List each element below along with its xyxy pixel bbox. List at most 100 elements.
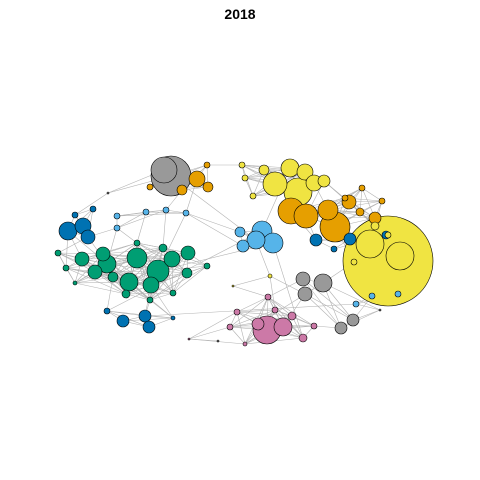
node-gray [378, 308, 382, 312]
node-pink [242, 341, 248, 347]
node-blue [309, 233, 323, 247]
edge [67, 230, 174, 319]
node-blue [71, 211, 79, 219]
edge [162, 209, 167, 249]
edge [81, 258, 127, 295]
node-blue [116, 314, 130, 328]
node-blue [89, 205, 97, 213]
node-green [119, 272, 139, 292]
node-yellow [385, 241, 415, 271]
nodes-layer [54, 155, 434, 347]
node-skyblue [234, 226, 246, 238]
node-yellow [231, 284, 235, 288]
edge [232, 285, 269, 298]
node-green [181, 267, 193, 279]
edge [116, 209, 167, 229]
node-blue [330, 245, 338, 253]
node-orange [146, 183, 154, 191]
edge [236, 311, 246, 345]
edge [340, 309, 381, 329]
node-green [74, 251, 90, 267]
edge [149, 252, 189, 301]
node-green [163, 250, 181, 268]
edge [136, 211, 147, 244]
node-green [107, 271, 119, 283]
node-green [169, 289, 177, 297]
edge [236, 309, 276, 313]
plot-title: 2018 [224, 6, 256, 22]
edge [165, 209, 187, 214]
edge [188, 338, 219, 342]
node-yellow [267, 273, 273, 279]
node-blue [142, 320, 156, 334]
node-blue [80, 229, 96, 245]
node-green [72, 280, 78, 286]
node-gray [313, 273, 333, 293]
edge [241, 164, 254, 197]
edge [304, 293, 354, 321]
node-blue [343, 232, 357, 246]
node-yellow [296, 163, 314, 181]
node-green [87, 264, 103, 280]
node-pink [287, 311, 297, 321]
edge [149, 292, 174, 301]
edge [65, 267, 127, 295]
edge [304, 293, 342, 329]
edge [125, 292, 174, 295]
edge [267, 296, 293, 317]
node-gray [216, 339, 220, 343]
node-orange [317, 199, 339, 221]
edge [172, 265, 208, 294]
edge [185, 212, 244, 247]
node-yellow [350, 258, 358, 266]
node-yellow [384, 231, 392, 239]
node-orange [188, 170, 206, 188]
node-green [203, 262, 211, 270]
node-pink [310, 322, 318, 330]
edge [322, 282, 381, 311]
node-skyblue [182, 209, 190, 217]
node-yellow [317, 174, 331, 188]
edge [302, 278, 354, 321]
node-blue [58, 221, 78, 241]
node-green [121, 289, 131, 299]
node-orange [341, 194, 349, 202]
node-skyblue [113, 224, 121, 232]
node-green [95, 246, 111, 262]
node-gray [150, 156, 178, 184]
edge [185, 212, 241, 233]
edge [149, 265, 208, 301]
edge [269, 275, 276, 311]
node-green [180, 245, 196, 261]
node-skyblue [368, 292, 376, 300]
node-skyblue [352, 300, 360, 308]
edge [229, 296, 269, 328]
edge [188, 326, 231, 340]
node-gray [346, 313, 360, 327]
edge [74, 192, 109, 216]
node-yellow [262, 171, 288, 197]
node-yellow [238, 161, 246, 169]
node-blue [138, 309, 152, 323]
edge [355, 303, 381, 311]
node-green [146, 296, 154, 304]
node-green [133, 239, 141, 247]
node-pink [273, 317, 293, 337]
node-orange [355, 207, 365, 217]
node-orange [202, 181, 214, 193]
node-pink [264, 293, 272, 301]
edge [136, 242, 188, 274]
node-pink [251, 317, 265, 331]
node-skyblue [113, 212, 121, 220]
edge [229, 309, 276, 328]
edge [188, 311, 238, 340]
node-skyblue [262, 232, 284, 254]
edge [232, 275, 271, 287]
node-gray [295, 271, 311, 287]
node-gray [106, 191, 110, 195]
node-pink [226, 323, 234, 331]
edge [267, 296, 315, 327]
node-blue [103, 307, 111, 315]
